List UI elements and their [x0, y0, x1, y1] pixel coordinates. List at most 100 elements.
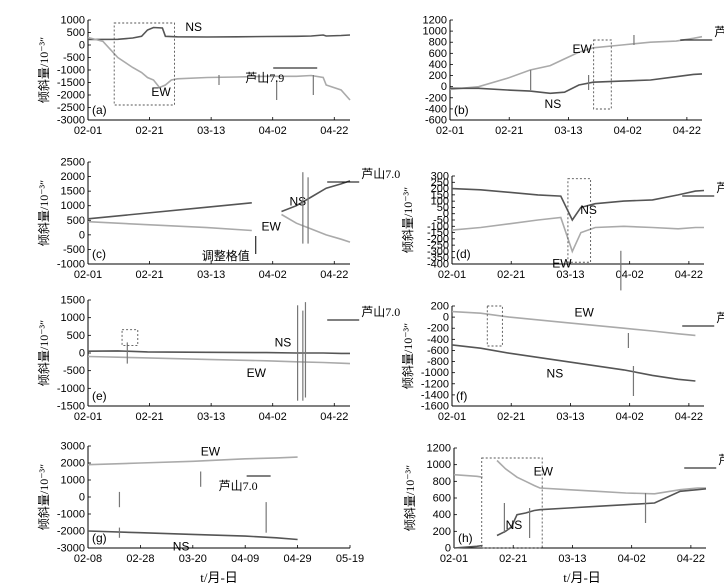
x-tick-label-e: 02-01 [74, 411, 102, 423]
series-label-b-NS: NS [545, 97, 562, 111]
y-tick-label-g: -2000 [57, 526, 85, 538]
x-tick-label-e: 04-22 [320, 411, 348, 423]
y-tick-label-a: -1500 [57, 77, 85, 89]
x-tick-label-a: 02-21 [135, 125, 163, 137]
panel-label-g: (g) [92, 531, 107, 545]
y-tick-label-e: -1000 [57, 383, 85, 395]
y-tick-label-b: 800 [429, 37, 447, 49]
x-tick-label-h: 04-02 [618, 553, 646, 565]
y-tick-label-a: 500 [67, 27, 85, 39]
event-annotation-d: 芦山7.0 [716, 181, 724, 195]
x-tick-label-g: 04-29 [284, 553, 312, 565]
x-tick-label-c: 02-21 [135, 269, 163, 281]
series-label-a-NS: NS [185, 20, 202, 34]
highlight-box-f [486, 305, 503, 347]
panel-label-b: (b) [454, 103, 469, 117]
x-tick-label-d: 04-02 [616, 269, 644, 281]
series-label-h-NS: NS [506, 518, 523, 532]
x-tick-label-h: 04-22 [677, 553, 705, 565]
event-annotation-b: 芦山7.9 [714, 25, 724, 39]
y-tick-label-f: -600 [427, 345, 449, 357]
series-line-f-EW [451, 310, 696, 337]
x-tick-label-e: 02-21 [135, 411, 163, 423]
y-tick-label-d: 50 [437, 202, 449, 214]
y-tick-label-e: 1000 [61, 312, 85, 324]
series-label-e-EW: EW [247, 366, 267, 380]
y-tick-label-g: 3000 [61, 441, 85, 453]
x-tick-label-b: 04-22 [673, 125, 701, 137]
y-tick-label-h: 800 [433, 476, 451, 488]
x-tick-label-f: 02-01 [438, 411, 466, 423]
x-tick-label-g: 04-09 [231, 553, 259, 565]
series-label-g-NS: NS [173, 539, 190, 553]
series-label-f-EW: EW [575, 306, 595, 320]
y-tick-label-f: -1600 [421, 401, 449, 413]
y-axis-title-h: 倾斜量/10⁻³″ [403, 465, 417, 531]
y-tick-label-h: 1000 [427, 459, 451, 471]
y-tick-label-c: 0 [79, 229, 85, 241]
panel-a: 10005000-500-1000-1500-2000-2500-300002-… [37, 15, 351, 137]
y-tick-label-g: -1000 [57, 509, 85, 521]
y-tick-label-e: -500 [63, 365, 85, 377]
y-tick-label-a: -2000 [57, 90, 85, 102]
y-tick-label-f: 200 [431, 301, 449, 313]
y-tick-label-d: 150 [431, 189, 449, 201]
x-tick-label-c: 04-02 [259, 269, 287, 281]
series-line-g-NS [87, 530, 298, 541]
highlight-box-e [121, 329, 139, 347]
panel-label-h: (h) [458, 531, 473, 545]
highlight-box-a [113, 22, 175, 106]
event-annotation-c: 芦山7.0 [361, 167, 400, 181]
y-tick-label-g: 1000 [61, 475, 85, 487]
x-tick-label-d: 02-01 [438, 269, 466, 281]
y-tick-label-b: 600 [429, 48, 447, 60]
x-tick-label-g: 03-20 [179, 553, 207, 565]
panel-label-a: (a) [92, 103, 107, 117]
series-label-f-NS: NS [547, 367, 564, 381]
y-tick-label-d: -200 [427, 233, 449, 245]
y-tick-label-f: 0 [443, 312, 449, 324]
panel-label-c: (c) [92, 247, 106, 261]
y-tick-label-d: 100 [431, 196, 449, 208]
x-tick-label-g: 02-08 [74, 553, 102, 565]
event-annotation-e: 芦山7.0 [361, 305, 400, 319]
y-tick-label-h: 400 [433, 509, 451, 521]
panel-label-f: (f) [456, 389, 467, 403]
y-tick-label-e: 1500 [61, 295, 85, 307]
x-axis-title-1: t/月-日 [200, 570, 238, 585]
series-label-a-EW: EW [151, 85, 171, 99]
y-tick-label-c: 2000 [61, 171, 85, 183]
y-tick-label-d: 300 [431, 171, 449, 183]
x-tick-label-h: 02-01 [440, 553, 468, 565]
highlight-box-d [567, 178, 592, 263]
y-tick-label-e: 500 [67, 330, 85, 342]
y-tick-label-d: 200 [431, 183, 449, 195]
y-tick-label-d: -400 [427, 259, 449, 271]
series-line-h-EW [453, 459, 706, 495]
series-label-h-EW: EW [534, 464, 554, 478]
y-tick-label-d: -150 [427, 227, 449, 239]
x-tick-label-a: 04-02 [259, 125, 287, 137]
series-label-d-NS: NS [580, 203, 597, 217]
x-tick-label-c: 03-13 [197, 269, 225, 281]
y-tick-label-a: -1000 [57, 65, 85, 77]
y-tick-label-b: 400 [429, 59, 447, 71]
series-line-a-NS [87, 26, 351, 41]
series-label-c-EW: EW [262, 219, 282, 233]
y-tick-label-b: -600 [425, 115, 447, 127]
y-tick-label-a: -2500 [57, 102, 85, 114]
series-line-g-EW [87, 456, 298, 466]
series-line-c-EW [87, 213, 351, 243]
highlight-box-b [593, 39, 612, 110]
event-annotation-f: 芦山7.0 [716, 311, 724, 325]
x-tick-label-f: 02-21 [497, 411, 525, 423]
y-tick-label-d: -300 [427, 246, 449, 258]
series-line-h-NS [453, 488, 707, 549]
y-tick-label-d: -50 [433, 215, 449, 227]
y-axis-title-a: 倾斜量/10⁻³″ [37, 37, 51, 103]
y-tick-label-f: -400 [427, 334, 449, 346]
y-axis-title-g: 倾斜量/10⁻³″ [37, 464, 51, 530]
x-tick-label-h: 02-21 [499, 553, 527, 565]
y-tick-label-b: 1000 [423, 26, 447, 38]
